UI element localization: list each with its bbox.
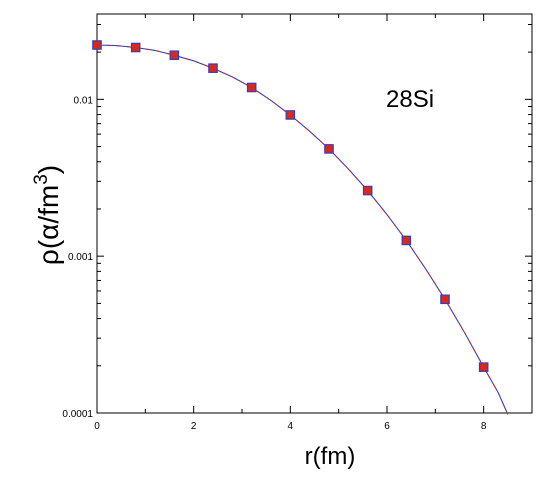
axis-ticks: 0 2 4 6 8 0.001 0.01 0.0001 [62, 14, 532, 432]
x-tick-label: 8 [481, 421, 487, 432]
data-point [169, 50, 180, 61]
data-points-layer [92, 40, 489, 372]
data-point [246, 82, 257, 93]
x-axis-title: r(fm) [305, 443, 356, 470]
x-tick-label: 6 [384, 421, 390, 432]
plot-frame [96, 13, 533, 414]
data-point [401, 235, 412, 246]
data-point [208, 63, 218, 73]
data-point [440, 294, 450, 305]
data-point [130, 42, 141, 53]
y-axis-title: ρ(α/fm3) [31, 165, 64, 265]
y-tick-label: 0.0001 [62, 409, 93, 420]
fit-curve-dash [96, 44, 509, 415]
data-point [285, 110, 296, 120]
y-tick-label: 0.001 [68, 252, 93, 263]
y-tick-label: 0.01 [74, 95, 94, 106]
fit-curve-layer [96, 44, 509, 415]
y-axis-title-sup: 3 [31, 174, 52, 185]
data-point [478, 362, 489, 372]
annotation-28si: 28Si [386, 86, 434, 113]
fit-curve-line [96, 44, 509, 415]
data-point [362, 185, 373, 196]
x-tick-label: 0 [94, 421, 100, 432]
data-point [92, 40, 102, 50]
x-tick-label: 2 [191, 421, 197, 432]
y-axis-title-base: ρ(α/fm [33, 185, 64, 265]
y-axis-title-close: ) [33, 165, 64, 174]
data-point [324, 144, 334, 154]
x-tick-label: 4 [288, 421, 294, 432]
